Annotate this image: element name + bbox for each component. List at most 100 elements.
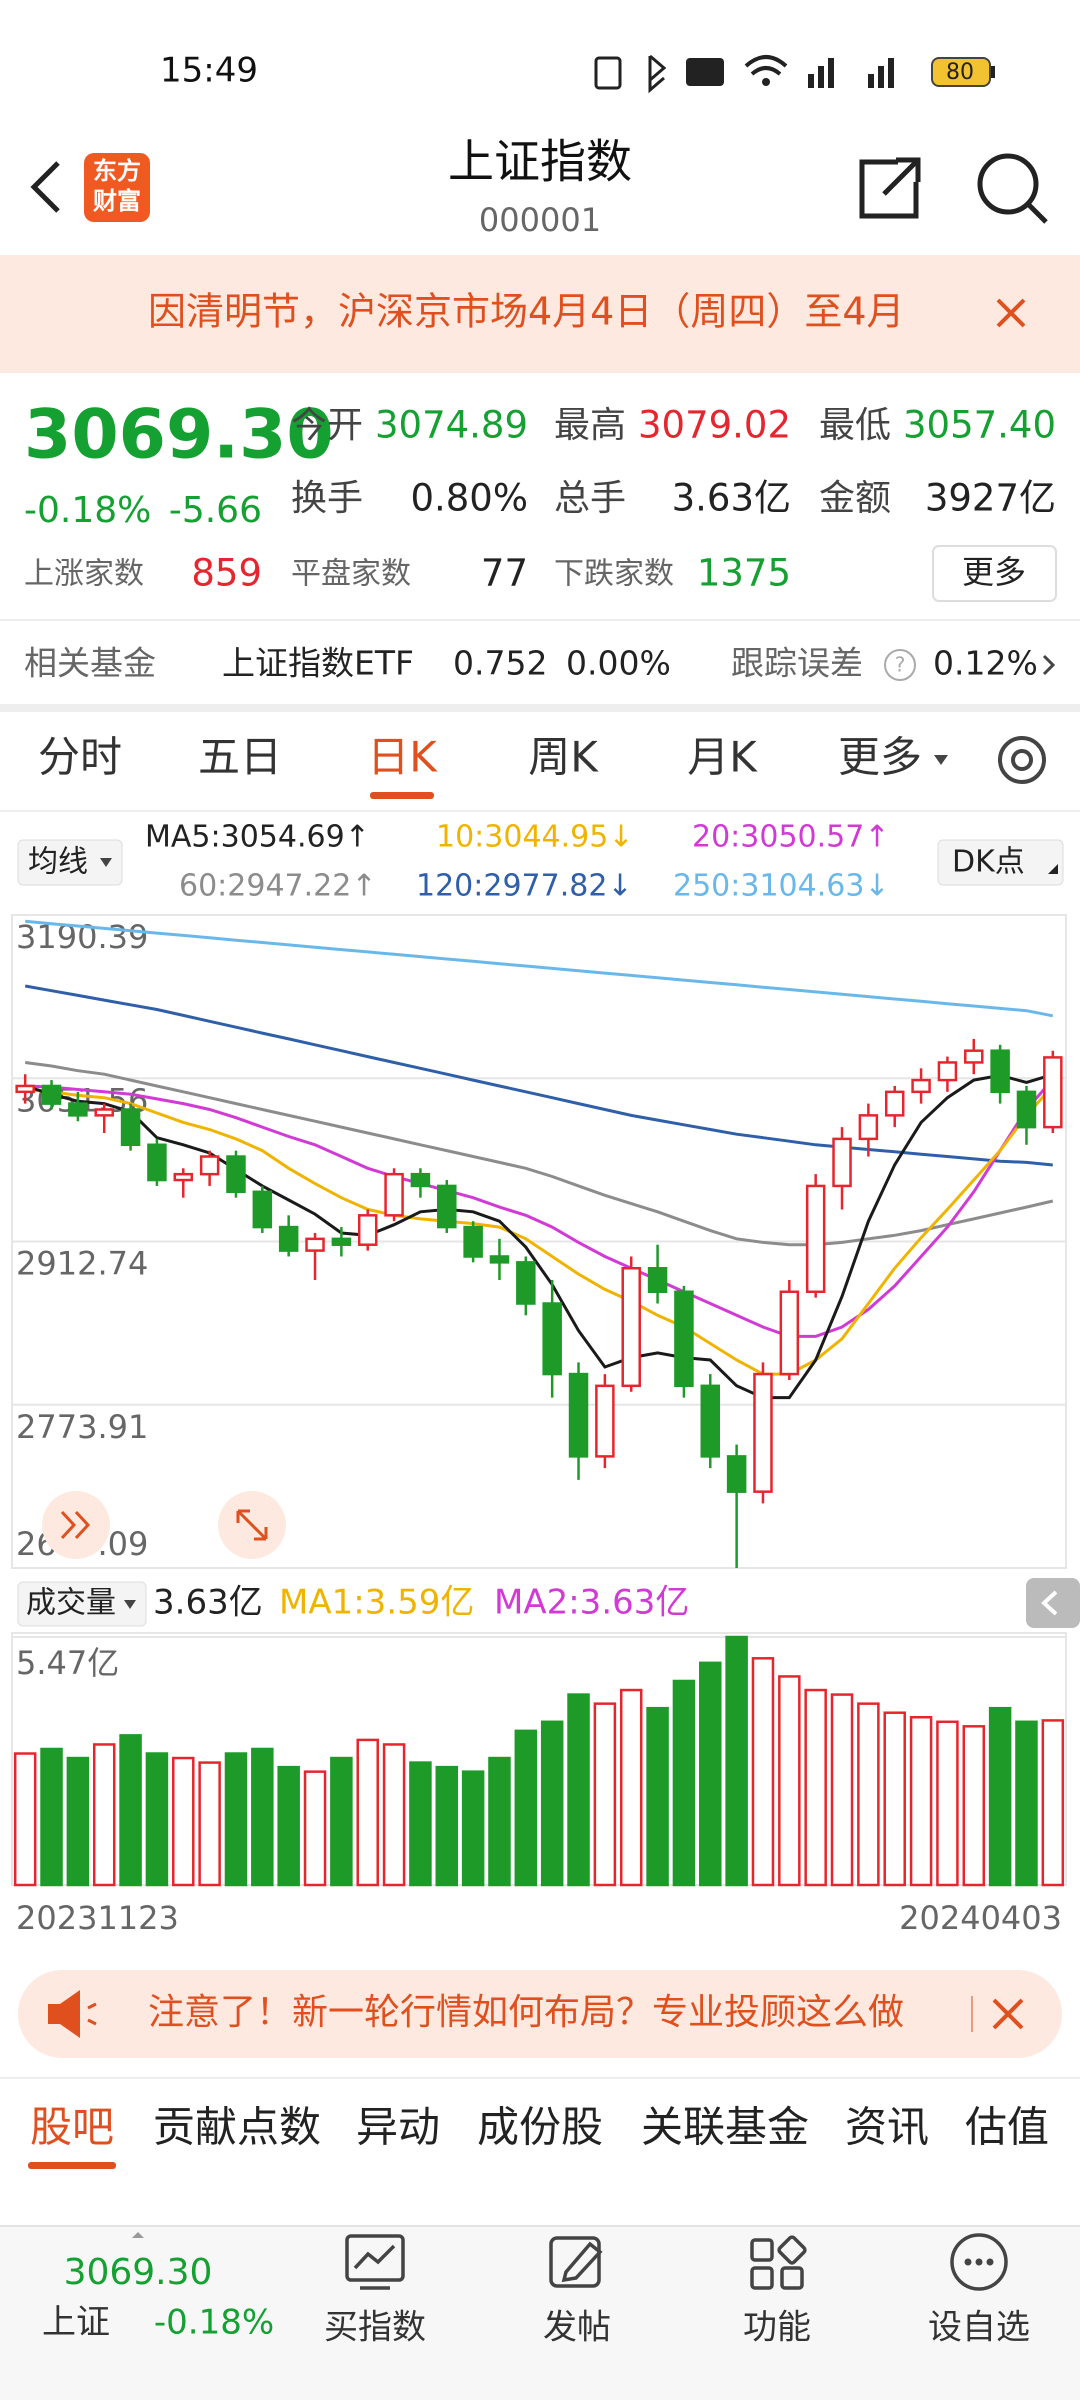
logo-text: 财富	[93, 187, 141, 215]
sub-tab[interactable]: 资讯	[845, 2103, 929, 2152]
tab[interactable]: 日K	[367, 733, 438, 782]
volume-bar	[619, 1688, 643, 1887]
fund-price: 0.752	[453, 644, 547, 683]
dk-label[interactable]: DK点	[952, 845, 1025, 880]
tab[interactable]: 周K	[528, 733, 599, 782]
quote-label: 最高	[554, 405, 626, 446]
volume-bar	[330, 1756, 353, 1887]
volume-frame	[11, 1632, 1067, 1886]
tab[interactable]: 五日	[198, 733, 282, 782]
nav-change[interactable]: -0.18%	[154, 2303, 274, 2343]
y-tick-label: 2912.74	[16, 1245, 148, 1283]
candle-body	[1043, 1056, 1063, 1129]
tracking-error-label: 跟踪误差	[731, 644, 863, 683]
volume-bar	[1041, 1719, 1065, 1887]
help-icon[interactable]	[884, 649, 916, 681]
candle-body	[937, 1061, 958, 1082]
back-button[interactable]	[30, 161, 60, 213]
volume-label[interactable]: 成交量	[26, 1586, 116, 1621]
nav-item[interactable]: 发帖	[543, 2308, 611, 2348]
volume-bar	[830, 1693, 854, 1887]
candle-body	[832, 1137, 852, 1188]
chevron	[1042, 654, 1056, 676]
volume-bar	[909, 1715, 933, 1887]
candle-body	[94, 1108, 114, 1117]
sub-tab[interactable]: 成份股	[477, 2103, 603, 2152]
notice-close[interactable]	[996, 298, 1026, 328]
logo-text: 东方	[93, 157, 141, 185]
candle-body	[779, 1290, 800, 1376]
dropdown-arrow	[934, 755, 948, 765]
volume-bar	[988, 1706, 1012, 1887]
volume-bar	[13, 1752, 37, 1887]
dk-select[interactable]	[937, 839, 1064, 886]
fund-change: 0.00%	[566, 644, 671, 683]
ma-legend: 120:2977.82↓	[416, 869, 633, 904]
sub-tab[interactable]: 股吧	[30, 2103, 114, 2152]
tab[interactable]: 月K	[687, 733, 758, 782]
nav-index-name[interactable]: 上证	[42, 2303, 110, 2343]
volume-bar	[751, 1657, 775, 1887]
volume-bar	[356, 1738, 379, 1887]
volume-bar	[198, 1761, 221, 1887]
nav-item[interactable]: 功能	[743, 2308, 811, 2348]
sub-tab[interactable]: 贡献点数	[153, 2103, 321, 2152]
tab[interactable]: 更多	[838, 733, 922, 782]
volume-bar	[119, 1734, 142, 1887]
side-tab[interactable]	[1026, 1578, 1080, 1628]
candle-body	[753, 1372, 773, 1493]
dropdown-arrow	[124, 1600, 136, 1609]
volume-bar	[883, 1711, 906, 1887]
ma-line	[25, 1078, 1054, 1338]
volume-bar	[277, 1765, 300, 1887]
quote-label: 总手	[554, 478, 626, 519]
volume-bar	[66, 1756, 90, 1887]
quote-value: 0.80%	[410, 477, 528, 520]
candle-body	[621, 1266, 641, 1388]
candle-body	[463, 1225, 483, 1258]
x-axis-label: 20240403	[899, 1899, 1062, 1937]
quote-label: 最低	[819, 405, 891, 446]
candle-body	[700, 1384, 721, 1458]
indicator-select[interactable]	[17, 839, 123, 886]
volume-bar	[461, 1770, 485, 1887]
share-button[interactable]	[859, 157, 921, 219]
candle-body	[173, 1172, 194, 1182]
sub-tab[interactable]: 估值	[965, 2103, 1049, 2152]
sub-tab[interactable]: 关联基金	[641, 2103, 809, 2152]
search-button[interactable]	[977, 153, 1048, 224]
ma-legend: 10:3044.95↓	[436, 820, 633, 855]
volume-bar	[672, 1679, 696, 1887]
ad-banner[interactable]	[18, 1970, 1062, 2058]
volume-select[interactable]	[17, 1581, 147, 1627]
nav-item[interactable]: 设自选	[928, 2308, 1030, 2348]
nav-icons	[345, 2233, 1008, 2291]
candle-body	[384, 1172, 404, 1217]
candle-body	[1016, 1090, 1037, 1129]
tab[interactable]: 分时	[38, 733, 122, 782]
more-button[interactable]	[932, 545, 1057, 602]
nav-price[interactable]: 3069.30	[64, 2252, 213, 2293]
volume-bar	[567, 1693, 590, 1887]
candle-body	[964, 1049, 984, 1064]
ma-line	[25, 919, 1054, 1018]
settings-button[interactable]	[998, 736, 1046, 784]
quote-value: 3927亿	[925, 477, 1056, 520]
ma-line	[24, 984, 1053, 1167]
battery-level: 80	[946, 60, 974, 85]
more-button-label[interactable]: 更多	[962, 553, 1026, 591]
volume-bar	[145, 1752, 169, 1887]
nav-dots	[964, 2258, 994, 2266]
volume-bar	[857, 1702, 880, 1887]
ad-text[interactable]: 注意了！新一轮行情如何布局？专业投顾这么做	[148, 1992, 904, 2033]
nav-item[interactable]: 买指数	[324, 2308, 426, 2348]
indicator-label[interactable]: 均线	[28, 845, 88, 880]
fund-name[interactable]: 上证指数ETF	[222, 644, 414, 683]
notice-text[interactable]: 因清明节，沪深京市场4月4日（周四）至4月	[148, 290, 905, 334]
sub-tab[interactable]: 异动	[356, 2103, 440, 2152]
ad-close[interactable]	[992, 1998, 1024, 2030]
candle-body	[858, 1114, 879, 1141]
candle-body	[674, 1290, 694, 1388]
